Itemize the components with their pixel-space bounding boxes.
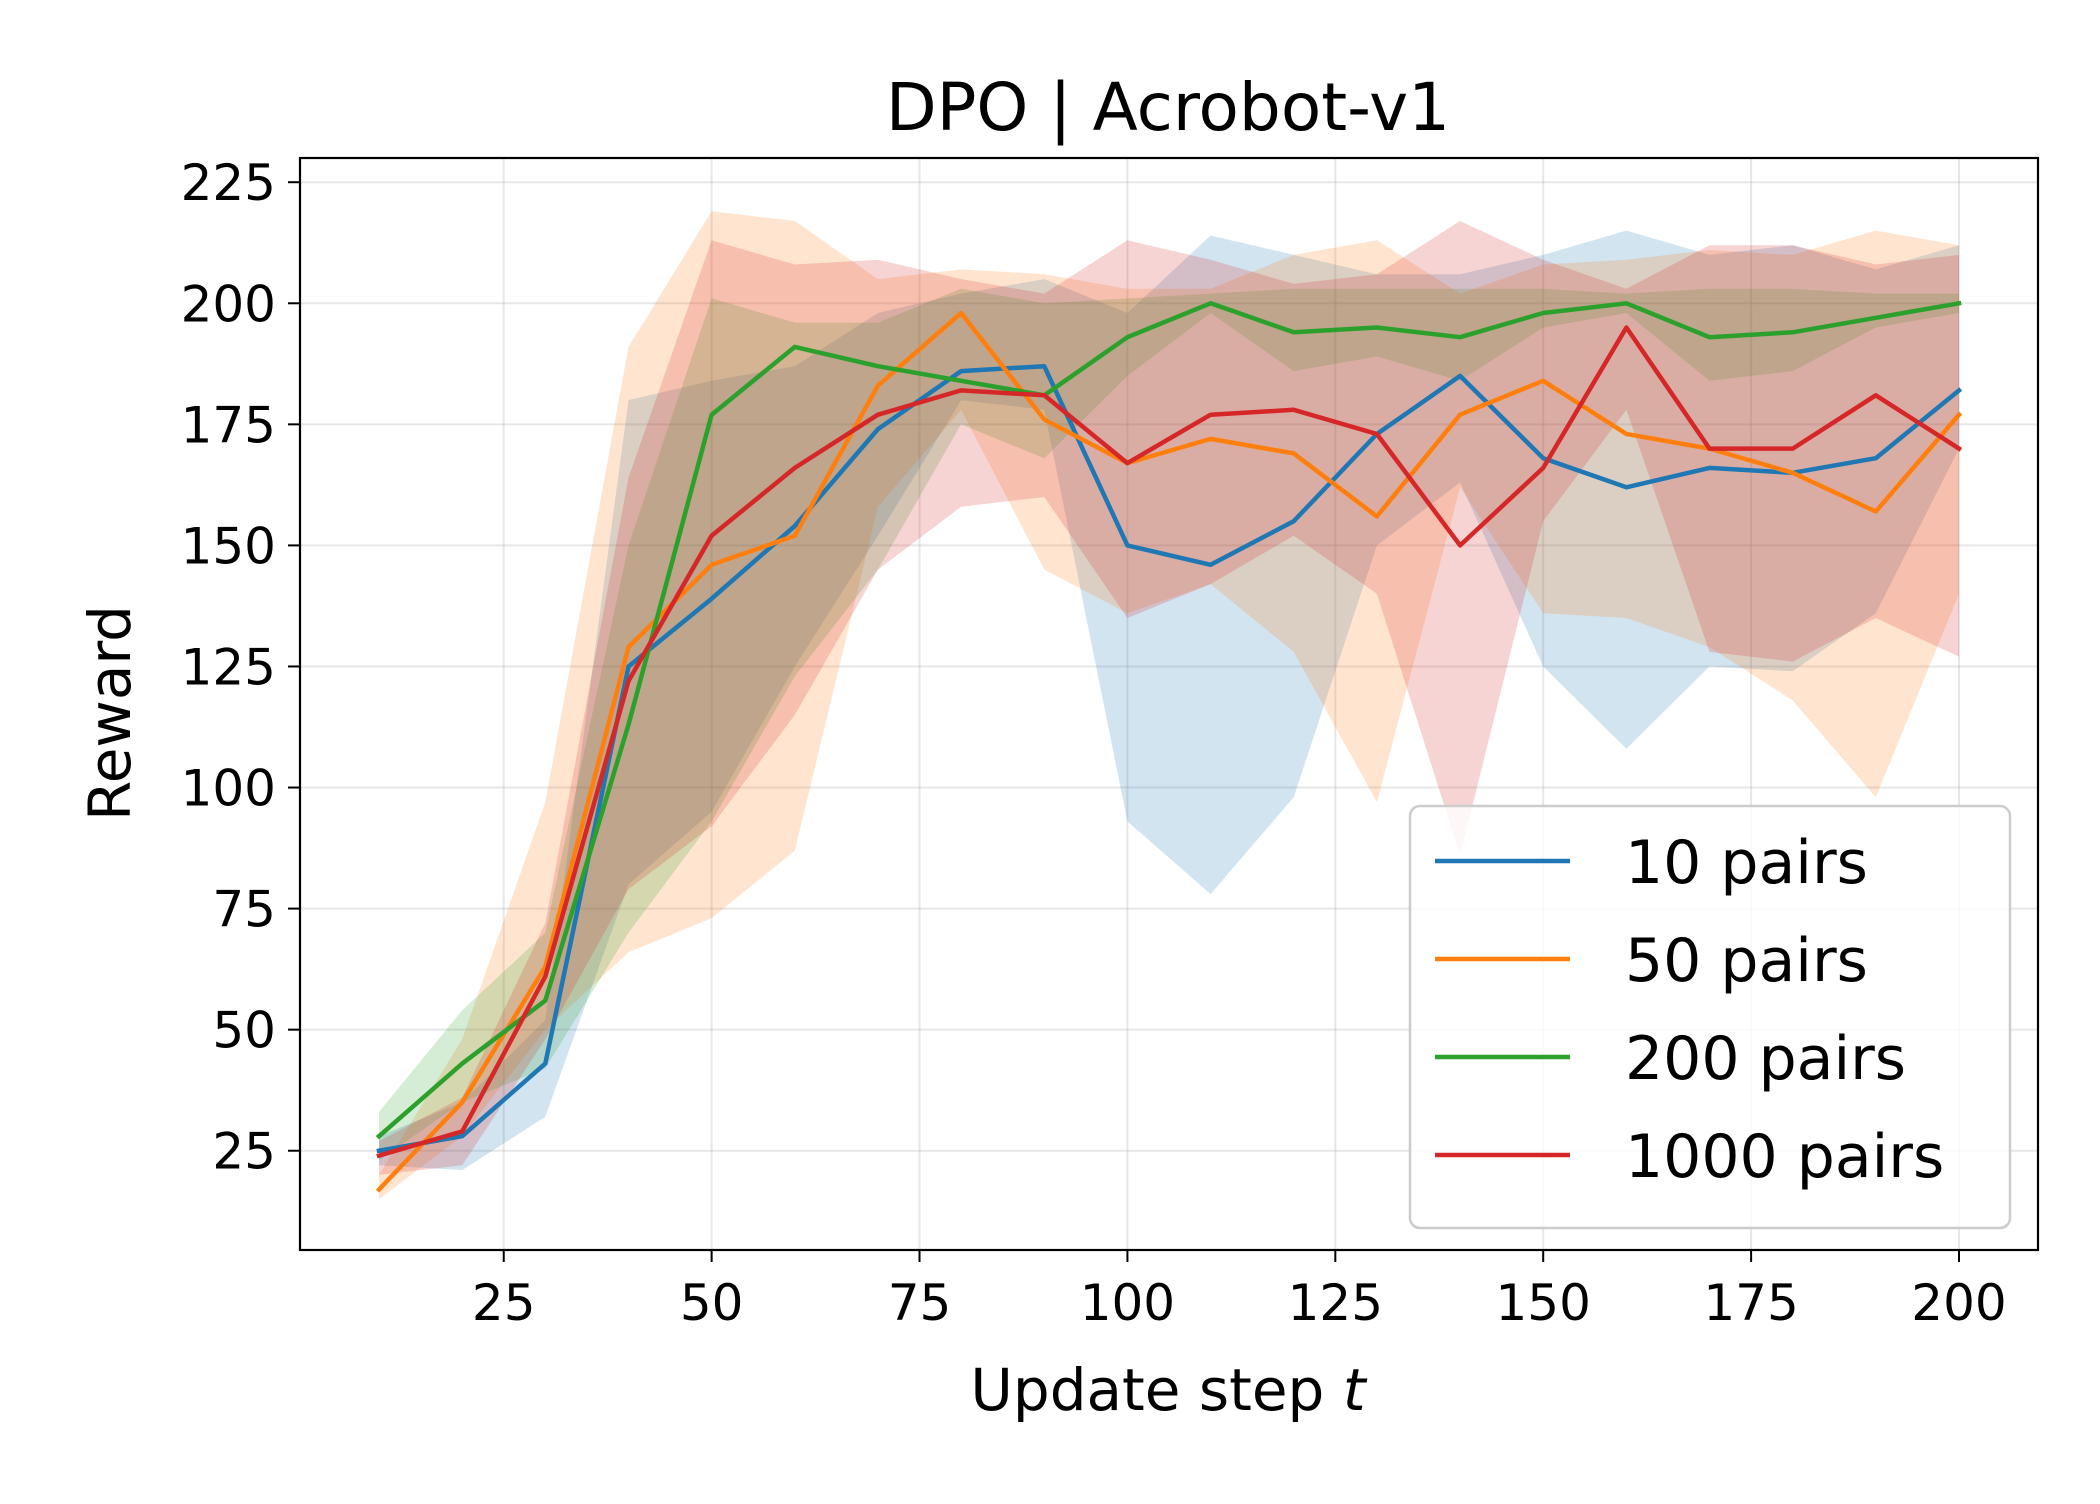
x-tick-label: 75 [888, 1274, 952, 1332]
y-axis-ticks: 25 50 75 100 125 150 175 200 225 [181, 154, 300, 1181]
y-tick-label: 125 [181, 638, 276, 696]
series-line-4 [376, 325, 1963, 1159]
legend-box [1408, 804, 2012, 1230]
x-tick-label: 200 [1911, 1274, 2006, 1332]
y-tick-label: 50 [212, 1002, 276, 1060]
confidence-band-series-4 [379, 221, 1959, 1175]
y-tick-label: 150 [181, 517, 276, 575]
series-lines [375, 300, 1963, 1193]
x-tick-label: 125 [1288, 1274, 1383, 1332]
y-tick-label: 175 [181, 396, 276, 454]
legend-label-3: 200 pairs [1625, 1024, 1906, 1094]
x-axis-label-text: Update step [970, 1356, 1324, 1424]
y-tick-label: 75 [212, 881, 276, 939]
plot-frame [298, 156, 2040, 1252]
x-axis-ticks: 25 50 75 100 125 150 175 200 [472, 1250, 2007, 1332]
confidence-band-series-3 [379, 288, 1959, 1161]
x-tick-label: 25 [472, 1274, 536, 1332]
x-tick-label: 150 [1495, 1274, 1590, 1332]
confidence-band-series-2 [379, 211, 1959, 1200]
y-tick-label: 100 [181, 760, 276, 818]
x-tick-label: 175 [1703, 1274, 1798, 1332]
x-axis-label-variable: t [1343, 1356, 1368, 1424]
x-tick-label: 100 [1080, 1274, 1175, 1332]
x-axis-label: Update step t [970, 1356, 1367, 1424]
y-tick-label: 25 [212, 1123, 276, 1181]
series-line-2 [375, 310, 1963, 1193]
legend-label-2: 50 pairs [1625, 926, 1868, 996]
series-line-3 [375, 300, 1962, 1140]
y-tick-label: 200 [181, 275, 276, 333]
legend: 10 pairs 50 pairs 200 pairs 1000 pairs [1408, 804, 2012, 1230]
chart-title: DPO | Acrobot-v1 [886, 69, 1450, 146]
legend-label-1: 10 pairs [1625, 828, 1868, 898]
y-axis-label: Reward [76, 605, 144, 821]
y-tick-label: 225 [181, 154, 276, 212]
legend-label-4: 1000 pairs [1625, 1122, 1944, 1192]
x-tick-label: 50 [680, 1274, 744, 1332]
